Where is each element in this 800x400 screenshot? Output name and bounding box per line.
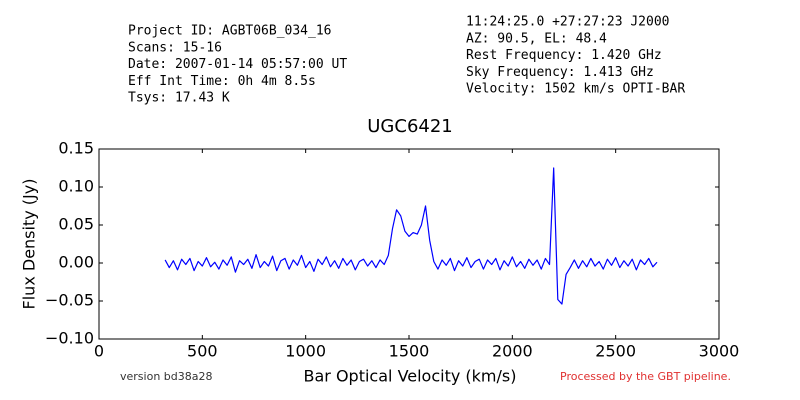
footer-pipeline: Processed by the GBT pipeline.: [560, 370, 731, 383]
footer-version: version bd38a28: [120, 370, 213, 383]
y-tick-label: 0.05: [58, 215, 94, 234]
y-tick-label: 0.00: [58, 253, 94, 272]
y-tick-label: −0.05: [45, 291, 94, 310]
header-left-line: Tsys: 17.43 K: [128, 91, 230, 106]
header-left-line: Date: 2007-01-14 05:57:00 UT: [128, 57, 347, 72]
header-right-line: Sky Frequency: 1.413 GHz: [466, 65, 654, 80]
header-left-line: Project ID: AGBT06B_034_16: [128, 24, 332, 39]
y-tick-label: −0.10: [45, 329, 94, 348]
y-tick-label: 0.10: [58, 177, 94, 196]
x-tick-label: 2000: [492, 342, 533, 361]
y-axis-label: Flux Density (Jy): [20, 179, 39, 310]
chart-title: UGC6421: [367, 116, 453, 137]
header-right-line: 11:24:25.0 +27:27:23 J2000: [466, 15, 670, 30]
x-tick-label: 0: [94, 342, 104, 361]
x-axis-label: Bar Optical Velocity (km/s): [304, 367, 517, 386]
y-tick-label: 0.15: [58, 139, 94, 158]
header-right-line: AZ: 90.5, EL: 48.4: [466, 31, 607, 46]
x-tick-label: 500: [187, 342, 218, 361]
header-right-line: Velocity: 1502 km/s OPTI-BAR: [466, 82, 685, 97]
x-tick-label: 1500: [389, 342, 430, 361]
spectrum-line: [164, 167, 658, 305]
header-right-line: Rest Frequency: 1.420 GHz: [466, 48, 662, 63]
header-left-line: Scans: 15-16: [128, 40, 222, 55]
x-tick-label: 1000: [285, 342, 326, 361]
header-left-line: Eff Int Time: 0h 4m 8.5s: [128, 74, 316, 89]
x-tick-label: 2500: [595, 342, 636, 361]
x-tick-label: 3000: [699, 342, 740, 361]
